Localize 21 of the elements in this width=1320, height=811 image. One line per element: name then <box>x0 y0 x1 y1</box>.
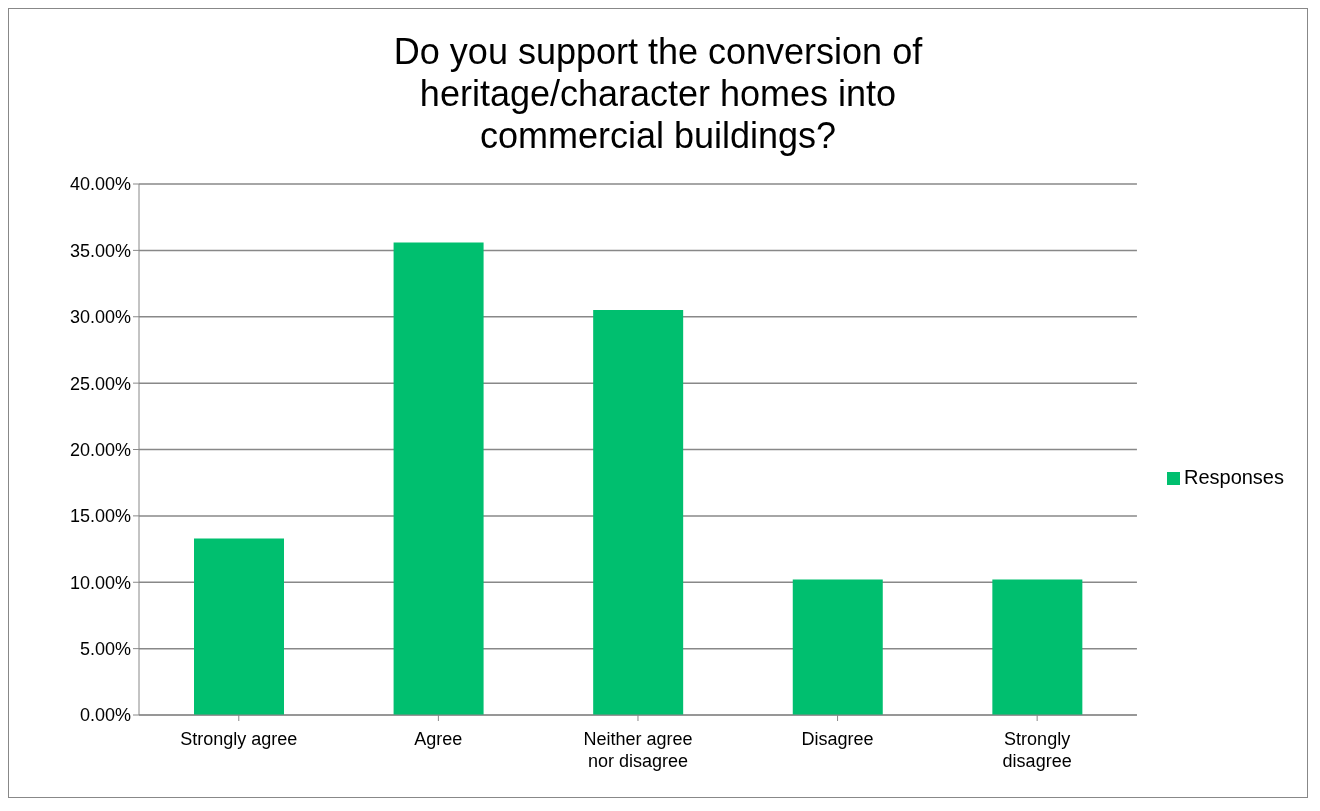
y-tick-label: 25.00% <box>69 373 131 394</box>
y-tick-label: 40.00% <box>69 174 131 195</box>
y-tick-label: 20.00% <box>69 439 131 460</box>
y-tick-label: 10.00% <box>69 572 131 593</box>
x-tick-label: Agree <box>414 729 463 749</box>
y-tick-label: 30.00% <box>69 307 131 328</box>
y-tick-label: 15.00% <box>69 506 131 527</box>
bar <box>194 538 284 715</box>
x-tick-label: Strongly agree <box>180 729 298 749</box>
bar <box>992 579 1083 715</box>
y-tick-label: 35.00% <box>69 240 131 261</box>
y-tick-label: 0.00% <box>79 705 131 726</box>
chart-title: Do you support the conversion of heritage/character homes into commercial buildings? <box>392 31 924 157</box>
bar <box>792 579 883 715</box>
legend-label: Responses <box>1183 465 1284 488</box>
x-tick-label: Strongly disagree <box>1002 729 1072 771</box>
x-tick-label: Neither agree nor disagree <box>583 729 693 771</box>
bar <box>393 242 484 715</box>
bar <box>593 310 684 715</box>
y-tick-label: 5.00% <box>79 639 131 660</box>
x-tick-label: Disagree <box>801 729 874 749</box>
